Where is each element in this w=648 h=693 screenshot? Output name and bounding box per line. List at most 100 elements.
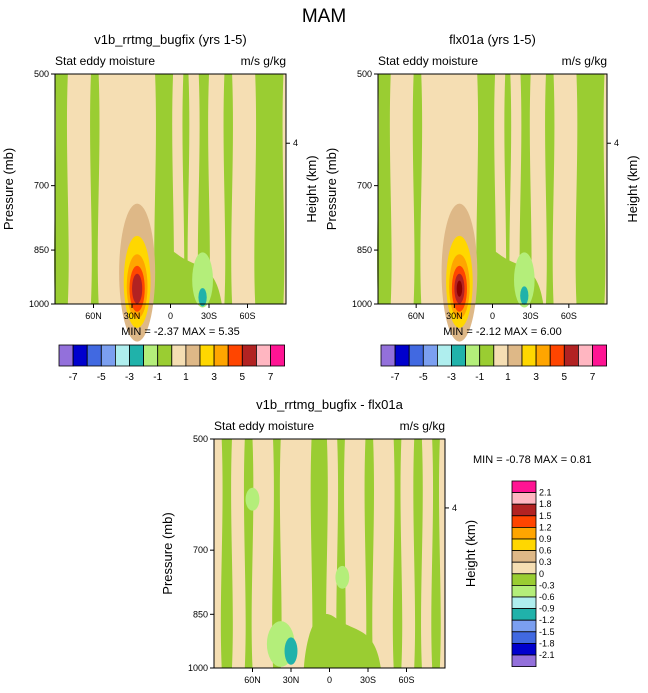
colorbar-box bbox=[507, 344, 523, 367]
colorbar-label: -1 bbox=[475, 372, 484, 383]
y-tick-label: 850 bbox=[357, 245, 372, 255]
x-tick-label: 0 bbox=[327, 675, 332, 685]
contour-band bbox=[431, 439, 441, 668]
contour-band bbox=[197, 74, 210, 304]
colorbar-box bbox=[408, 344, 424, 367]
y-tick-label: 1000 bbox=[188, 663, 208, 673]
colorbar-label: 5 bbox=[240, 372, 246, 383]
panel-2: v1b_rrtmg_bugfix - flx01a Stat eddy moist… bbox=[160, 397, 592, 685]
contour-band bbox=[504, 74, 512, 304]
colorbar-label: -5 bbox=[419, 372, 428, 383]
contour-band bbox=[223, 74, 233, 304]
y-tick-label: 850 bbox=[193, 609, 208, 619]
y-tick-label: 700 bbox=[34, 181, 49, 191]
coldspot-contour bbox=[520, 286, 529, 305]
x-tick-label: 60S bbox=[561, 311, 577, 321]
subtitle-left: Stat eddy moisture bbox=[55, 54, 155, 68]
colorbar-label: -1.8 bbox=[539, 638, 555, 648]
colorbar-label: 2.1 bbox=[539, 488, 552, 498]
contour-light-green bbox=[245, 487, 260, 511]
y-tick-label: 500 bbox=[34, 69, 49, 79]
colorbar-box bbox=[171, 344, 187, 367]
colorbar-label: 1 bbox=[183, 372, 189, 383]
colorbar-box bbox=[157, 344, 173, 367]
contour-band bbox=[413, 439, 423, 668]
colorbar-label: -0.6 bbox=[539, 592, 555, 602]
contour-band bbox=[90, 74, 100, 304]
x-tick-label: 0 bbox=[168, 311, 173, 321]
panel-1: flx01a (yrs 1-5) Stat eddy moisture m/s g/… bbox=[324, 32, 640, 342]
panel-0: v1b_rrtmg_bugfix (yrs 1-5) Stat eddy mois… bbox=[1, 32, 319, 342]
x-tick-label: 60N bbox=[244, 675, 261, 685]
colorbar-label: -1.5 bbox=[539, 627, 555, 637]
colorbar-box bbox=[493, 344, 509, 367]
colorbar-box bbox=[511, 654, 537, 668]
x-tick-label: 60N bbox=[85, 311, 102, 321]
y-right-tick-label: 4 bbox=[293, 138, 298, 148]
contour-band bbox=[54, 74, 69, 304]
colorbar-box bbox=[465, 344, 481, 367]
y-axis-right-label: Height (km) bbox=[304, 155, 319, 222]
colorbar-label: 0 bbox=[539, 569, 544, 579]
y-tick-label: 700 bbox=[357, 181, 372, 191]
hotspot-contour bbox=[132, 273, 143, 304]
colorbar-box bbox=[511, 561, 537, 575]
colorbar-label: -7 bbox=[391, 372, 400, 383]
contour-light-green bbox=[335, 565, 350, 589]
contour-band bbox=[310, 439, 328, 668]
contour-band bbox=[392, 439, 403, 668]
colorbar-label: -0.9 bbox=[539, 604, 555, 614]
y-axis-label: Pressure (mb) bbox=[1, 148, 16, 230]
colorbar-box bbox=[511, 608, 537, 621]
contour-band bbox=[272, 439, 282, 668]
contour-band bbox=[476, 74, 496, 304]
colorbar-box bbox=[270, 344, 286, 367]
colorbar-label: 1.8 bbox=[539, 499, 552, 509]
colorbar-box bbox=[511, 619, 537, 633]
y-axis-right-label: Height (km) bbox=[463, 520, 478, 587]
y-tick-label: 1000 bbox=[29, 299, 49, 309]
colorbar-box bbox=[255, 344, 271, 367]
colorbar-box bbox=[563, 344, 579, 367]
x-tick-label: 30N bbox=[124, 311, 141, 321]
contour-light-green bbox=[514, 252, 535, 308]
stats-text: MIN = -0.78 MAX = 0.81 bbox=[473, 454, 592, 466]
colorbar-label: 0.9 bbox=[539, 534, 552, 544]
colorbar-label: 1 bbox=[505, 372, 511, 383]
colorbar-box bbox=[578, 344, 593, 367]
colorbar-box bbox=[58, 344, 74, 367]
contour-band bbox=[182, 74, 190, 304]
hotspot-core bbox=[456, 280, 463, 297]
x-tick-label: 60S bbox=[239, 311, 255, 321]
colorbar-box bbox=[511, 643, 537, 656]
y-tick-label: 500 bbox=[357, 69, 372, 79]
colorbar-label: 0.3 bbox=[539, 557, 552, 567]
colorbar-box bbox=[592, 344, 608, 367]
x-tick-label: 30N bbox=[446, 311, 463, 321]
colorbar-label: 3 bbox=[533, 372, 539, 383]
contour-band bbox=[519, 74, 532, 304]
colorbar-label: 0.6 bbox=[539, 546, 552, 556]
colorbar-label: -1.2 bbox=[539, 615, 555, 625]
stats-text: MIN = -2.37 MAX = 5.35 bbox=[121, 326, 240, 338]
colorbar-box bbox=[72, 344, 88, 367]
colorbar-label: -3 bbox=[447, 372, 456, 383]
colorbar-label: -2.1 bbox=[539, 650, 555, 660]
y-tick-label: 500 bbox=[193, 434, 208, 444]
y-tick-label: 1000 bbox=[352, 299, 372, 309]
contour-band bbox=[254, 74, 285, 304]
contour-band bbox=[545, 74, 555, 304]
contour-band bbox=[220, 439, 233, 668]
y-axis-label: Pressure (mb) bbox=[324, 148, 339, 230]
colorbar-box bbox=[479, 344, 495, 367]
colorbar-label: 5 bbox=[562, 372, 568, 383]
subtitle-left: Stat eddy moisture bbox=[214, 419, 314, 433]
colorbar-label: 3 bbox=[211, 372, 217, 383]
y-right-tick-label: 4 bbox=[614, 138, 619, 148]
colorbar-box bbox=[511, 573, 537, 586]
colorbar-box bbox=[436, 344, 452, 367]
panel-title: v1b_rrtmg_bugfix - flx01a bbox=[256, 397, 403, 412]
colorbar-label: 7 bbox=[590, 372, 596, 383]
colorbar-box bbox=[227, 344, 243, 367]
colorbar-top: -7 -5 -3 -1 1 3 5 7 -7 -5 -3 -1 1 3 5 7 bbox=[58, 344, 608, 383]
